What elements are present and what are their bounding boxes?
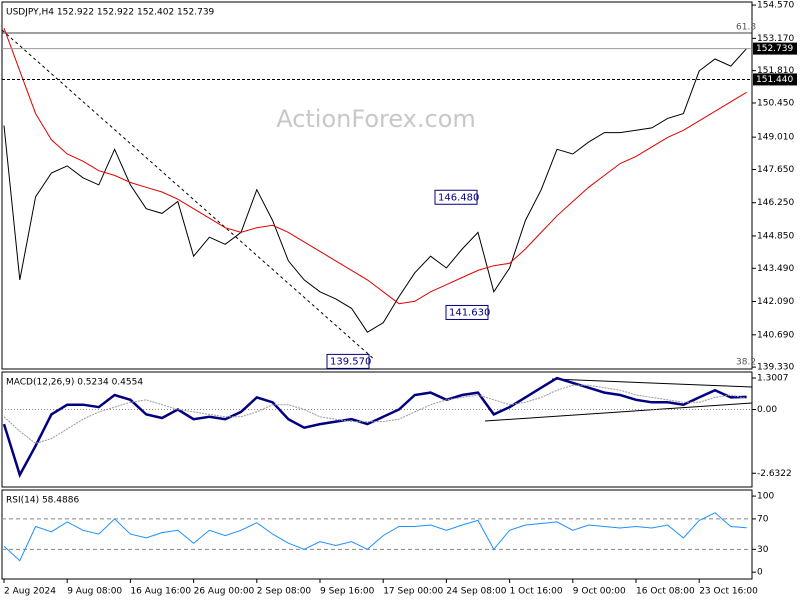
x-tick-label: 16 Oct 08:00 xyxy=(636,587,695,597)
series-line xyxy=(3,512,747,562)
y-tick-label: 154.570 xyxy=(757,1,794,11)
y-tick-label: 150.450 xyxy=(757,98,794,108)
price-panel xyxy=(1,1,753,370)
y-tick-label: 153.170 xyxy=(757,34,794,44)
annotation: 139.570 xyxy=(330,356,371,367)
trend-line xyxy=(484,402,753,422)
y-tick-label: 1.3007 xyxy=(757,374,789,384)
y-tick-label: 142.090 xyxy=(757,297,794,307)
price-label-box xyxy=(753,42,797,55)
x-tick-label: 9 Sep 16:00 xyxy=(320,587,375,597)
rsi-panel xyxy=(1,489,753,580)
y-tick-label: 140.690 xyxy=(757,330,794,340)
annotation: 146.480 xyxy=(438,192,479,203)
fib-label: 38.2 xyxy=(736,358,756,368)
annotation-box xyxy=(445,304,489,320)
y-tick-label: 147.650 xyxy=(757,165,794,175)
price-label-box xyxy=(753,73,797,86)
series-line xyxy=(3,27,747,305)
annotation-box xyxy=(434,189,478,205)
price-label: 152.739 xyxy=(756,44,793,54)
x-tick-label: 16 Aug 16:00 xyxy=(130,587,191,597)
y-tick-label: 143.490 xyxy=(757,264,794,274)
x-tick-label: 17 Sep 00:00 xyxy=(383,587,443,597)
x-tick-label: 9 Oct 00:00 xyxy=(573,587,626,597)
x-tick-label: 23 Oct 16:00 xyxy=(699,587,758,597)
y-tick-label: -2.6322 xyxy=(757,469,792,479)
x-tick-label: 1 Oct 16:00 xyxy=(510,587,563,597)
y-tick-label: 144.850 xyxy=(757,231,794,241)
x-tick-label: 26 Aug 00:00 xyxy=(194,587,255,597)
panel-title: RSI(14) 58.4886 xyxy=(6,496,79,506)
fib-label: 61.8 xyxy=(736,23,756,33)
y-tick-label: 146.250 xyxy=(757,198,794,208)
x-tick-label: 2 Sep 08:00 xyxy=(257,587,312,597)
panel-title: MACD(12,26,9) 0.5234 0.4554 xyxy=(6,378,143,388)
watermark: ActionForex.com xyxy=(276,105,476,133)
y-tick-label: 30 xyxy=(757,545,769,555)
price-label: 151.440 xyxy=(756,75,793,85)
macd-panel xyxy=(1,371,753,488)
x-tick-label: 9 Aug 08:00 xyxy=(67,587,122,597)
trend-line xyxy=(1,29,376,361)
y-tick-label: 0.00 xyxy=(757,405,777,415)
trend-line xyxy=(551,378,753,388)
y-tick-label: 100 xyxy=(757,492,774,502)
series-line xyxy=(3,384,747,444)
y-tick-label: 0 xyxy=(757,568,763,578)
annotation: 141.630 xyxy=(449,307,490,318)
panel-title: USDJPY,H4 152.922 152.922 152.402 152.73… xyxy=(6,8,215,18)
series-line xyxy=(2,376,747,479)
x-tick-label: 24 Sep 08:00 xyxy=(446,587,506,597)
y-tick-label: 70 xyxy=(757,514,769,524)
y-tick-label: 139.330 xyxy=(757,363,794,373)
y-tick-label: 151.810 xyxy=(757,66,794,76)
x-tick-label: 2 Aug 2024 xyxy=(4,587,56,597)
y-tick-label: 149.010 xyxy=(757,133,794,143)
series-line xyxy=(3,48,747,333)
annotation-box xyxy=(326,353,370,369)
